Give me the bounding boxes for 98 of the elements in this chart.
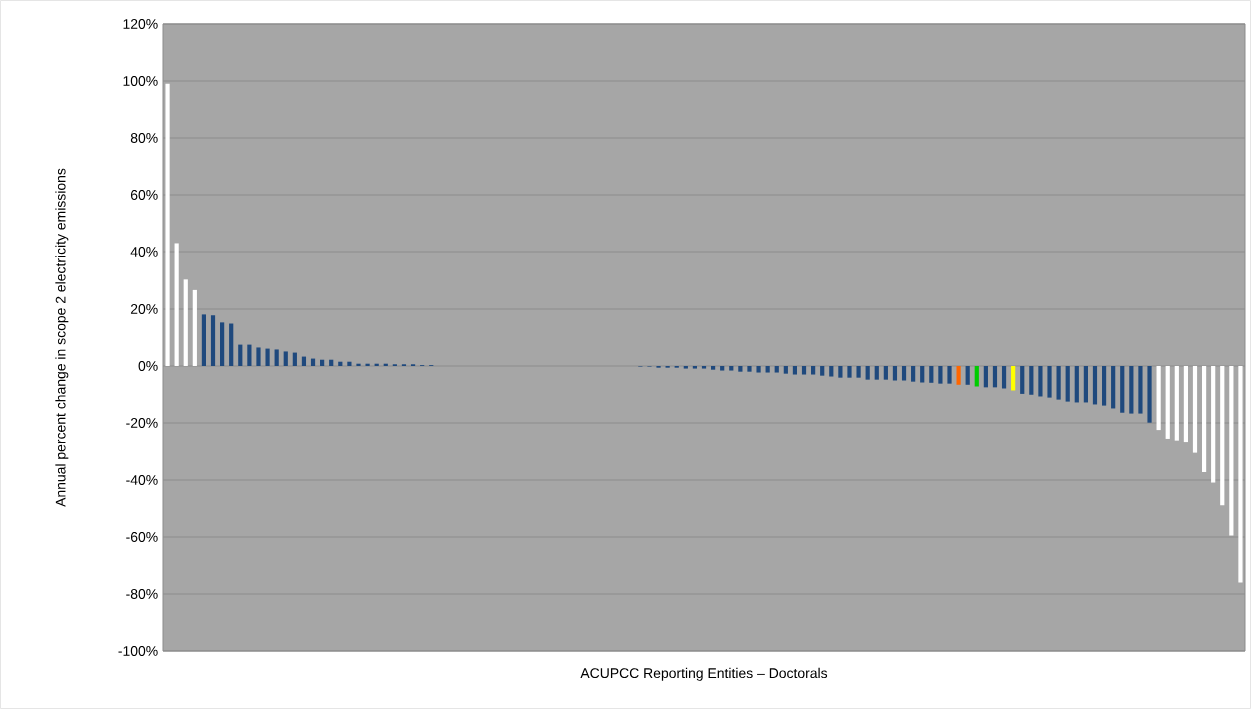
bar xyxy=(965,365,970,385)
y-tick-label: 80% xyxy=(130,133,158,143)
bar xyxy=(720,365,725,371)
bar xyxy=(1129,365,1134,414)
bar xyxy=(738,365,743,372)
bar xyxy=(238,344,243,366)
bar xyxy=(1147,365,1152,423)
bar xyxy=(820,365,825,376)
bar xyxy=(901,365,907,381)
bar xyxy=(1020,365,1025,394)
y-tick-label: 20% xyxy=(130,304,158,314)
bar xyxy=(1001,365,1007,389)
bar xyxy=(1174,365,1179,441)
bar xyxy=(1192,365,1198,453)
y-tick-label: 100% xyxy=(123,76,158,86)
bar xyxy=(310,358,316,366)
y-tick-label: -100% xyxy=(118,646,158,656)
bar xyxy=(1065,365,1070,402)
bar xyxy=(874,365,879,380)
y-tick-label: -20% xyxy=(126,418,158,428)
bar xyxy=(165,83,170,366)
bar xyxy=(1211,365,1216,483)
bar xyxy=(292,352,297,366)
bar xyxy=(711,365,716,370)
bar xyxy=(1229,365,1234,536)
bar xyxy=(1047,365,1052,398)
bar xyxy=(183,279,188,366)
bar xyxy=(1083,365,1088,403)
bar xyxy=(811,365,816,375)
bar xyxy=(1111,365,1116,409)
bar xyxy=(1074,365,1079,403)
bar xyxy=(1038,365,1043,397)
bar xyxy=(1220,365,1225,506)
bar xyxy=(1201,365,1207,472)
bar xyxy=(1029,365,1034,395)
bar xyxy=(1101,365,1107,406)
bar xyxy=(320,359,325,366)
y-tick-label: -80% xyxy=(126,589,158,599)
bar xyxy=(729,365,734,371)
bar xyxy=(929,365,934,383)
bar xyxy=(247,344,252,366)
bar xyxy=(365,363,370,366)
bar xyxy=(765,365,770,373)
bar xyxy=(692,365,698,369)
bar xyxy=(701,365,707,369)
bar xyxy=(783,365,788,374)
y-axis-title: Annual percent change in scope 2 electricity emissions xyxy=(55,168,69,507)
bar xyxy=(747,365,752,372)
bar xyxy=(283,351,288,366)
bar xyxy=(1092,365,1098,405)
bar xyxy=(1238,365,1243,583)
y-tick-label: 120% xyxy=(123,19,158,29)
bar xyxy=(347,361,352,366)
bar xyxy=(192,289,197,366)
bar xyxy=(865,365,870,380)
y-tick-label: 60% xyxy=(130,190,158,200)
bar xyxy=(329,359,334,366)
bar xyxy=(792,365,798,375)
bar xyxy=(856,365,861,378)
bar xyxy=(1156,365,1161,431)
y-tick-label: -60% xyxy=(126,532,158,542)
y-tick-label: 0% xyxy=(138,361,158,371)
bar xyxy=(756,365,761,373)
bar xyxy=(256,347,261,366)
bar xyxy=(265,348,270,366)
bar xyxy=(201,314,207,366)
x-axis-title: ACUPCC Reporting Entities – Doctorals xyxy=(580,667,828,681)
bar xyxy=(1120,365,1125,413)
bar xyxy=(947,365,952,384)
bar xyxy=(974,365,979,387)
bar xyxy=(1165,365,1170,439)
bar xyxy=(356,363,361,366)
bar xyxy=(838,365,843,378)
bar xyxy=(801,365,807,375)
bar xyxy=(220,322,225,366)
bar xyxy=(1138,365,1143,414)
bar xyxy=(920,365,925,383)
bar xyxy=(938,365,943,384)
bar xyxy=(1011,365,1016,391)
bar xyxy=(774,365,779,373)
bar xyxy=(847,365,852,378)
bar xyxy=(892,365,898,381)
bar xyxy=(210,315,216,366)
y-tick-label: 40% xyxy=(130,247,158,257)
bar xyxy=(956,365,961,385)
bar xyxy=(1183,365,1188,443)
bar xyxy=(174,243,179,366)
bar xyxy=(992,365,998,388)
bar xyxy=(829,365,834,377)
bar xyxy=(301,356,307,366)
bar xyxy=(883,365,888,380)
bar xyxy=(683,365,688,369)
bar xyxy=(1056,365,1061,400)
bar xyxy=(911,365,916,382)
bar xyxy=(983,365,988,388)
y-tick-label: -40% xyxy=(126,475,158,485)
bar xyxy=(274,349,279,366)
bar xyxy=(229,323,234,366)
